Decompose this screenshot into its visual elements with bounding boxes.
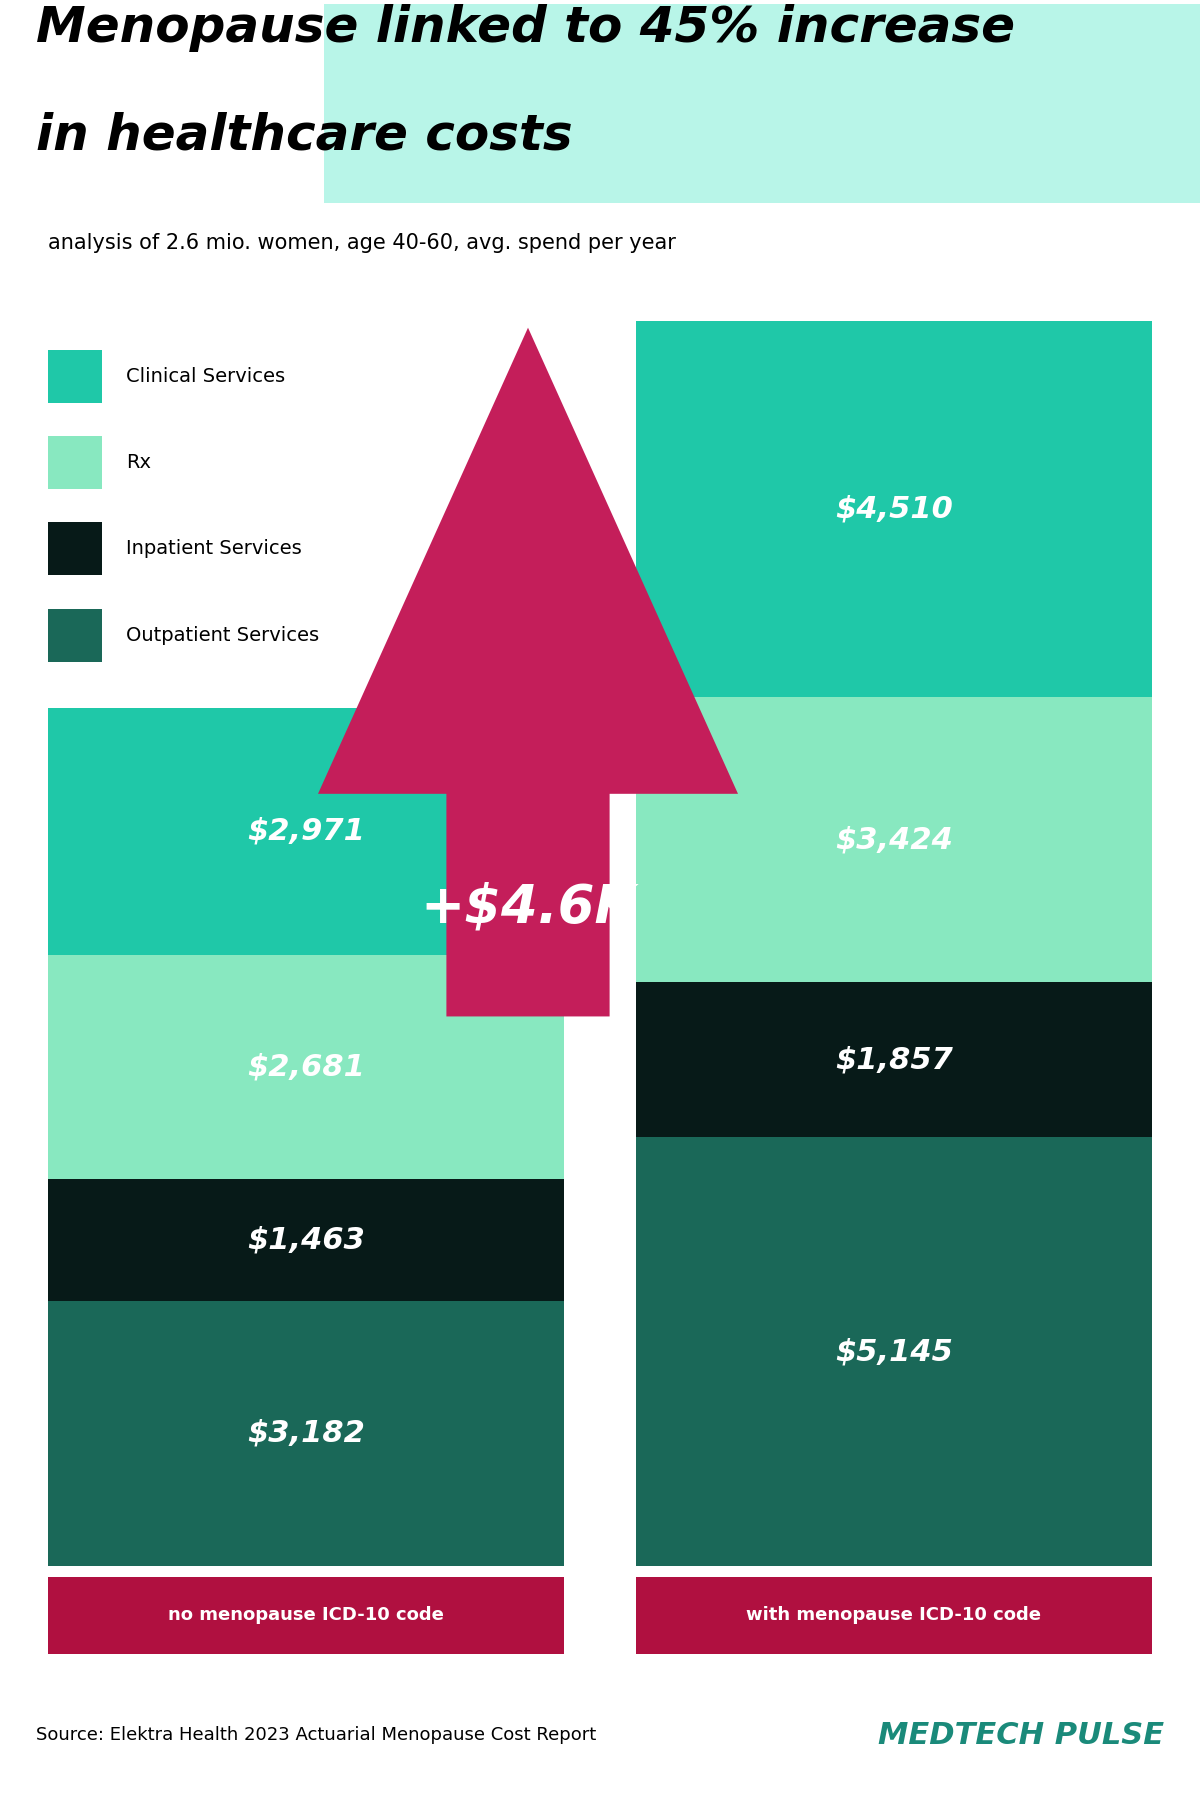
Bar [48, 1179, 564, 1301]
Bar [48, 349, 102, 403]
Bar [48, 707, 564, 956]
Text: no menopause ICD-10 code: no menopause ICD-10 code [168, 1606, 444, 1624]
Bar [48, 1301, 564, 1566]
Bar [636, 1577, 1152, 1654]
Polygon shape [318, 328, 738, 1017]
Bar [636, 320, 1152, 697]
Text: Source: Elektra Health 2023 Actuarial Menopause Cost Report: Source: Elektra Health 2023 Actuarial Me… [36, 1726, 596, 1744]
Bar [48, 522, 102, 576]
Bar [48, 436, 102, 490]
Bar [48, 608, 102, 662]
Text: $3,182: $3,182 [247, 1418, 365, 1447]
Bar [48, 956, 564, 1179]
Text: analysis of 2.6 mio. women, age 40-60, avg. spend per year: analysis of 2.6 mio. women, age 40-60, a… [48, 232, 676, 254]
Bar [48, 1577, 564, 1654]
Text: in healthcare costs: in healthcare costs [36, 112, 572, 160]
Text: $2,971: $2,971 [247, 817, 365, 846]
Bar [324, 4, 1200, 203]
Text: $2,681: $2,681 [247, 1053, 365, 1082]
Text: Inpatient Services: Inpatient Services [126, 540, 301, 558]
Text: Menopause linked to 45% increase: Menopause linked to 45% increase [36, 4, 1015, 52]
Bar [636, 983, 1152, 1138]
Text: $5,145: $5,145 [835, 1337, 953, 1366]
Bar [636, 697, 1152, 983]
Bar [636, 1138, 1152, 1566]
Text: with menopause ICD-10 code: with menopause ICD-10 code [746, 1606, 1042, 1624]
Text: Outpatient Services: Outpatient Services [126, 626, 319, 644]
Text: $3,424: $3,424 [835, 824, 953, 853]
Text: MEDTECH PULSE: MEDTECH PULSE [878, 1721, 1164, 1750]
Text: $1,463: $1,463 [247, 1226, 365, 1255]
Text: Clinical Services: Clinical Services [126, 367, 286, 385]
Text: Rx: Rx [126, 454, 151, 472]
Text: $1,857: $1,857 [835, 1046, 953, 1075]
Text: $4,510: $4,510 [835, 495, 953, 524]
Text: +$4.6K: +$4.6K [420, 882, 636, 934]
